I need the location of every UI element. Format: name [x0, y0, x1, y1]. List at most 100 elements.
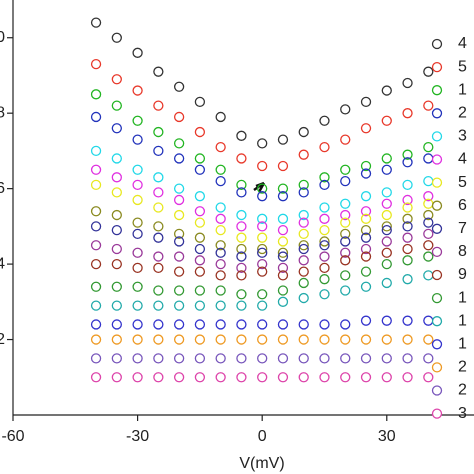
point: [298, 334, 309, 345]
point: [423, 240, 434, 251]
point: [402, 221, 413, 232]
point: [298, 228, 309, 240]
point: [257, 160, 268, 172]
point: [173, 183, 185, 194]
point: [90, 353, 102, 364]
legend-label: 3: [458, 128, 467, 145]
legend-marker: [431, 339, 443, 350]
point: [402, 334, 413, 345]
point: [381, 221, 392, 232]
point: [360, 251, 372, 262]
point: [277, 236, 289, 247]
point: [381, 224, 392, 236]
point: [90, 206, 102, 217]
point: [132, 300, 143, 311]
point: [423, 315, 434, 326]
point: [132, 372, 143, 383]
point: [132, 353, 143, 364]
point: [277, 251, 289, 262]
point: [298, 243, 309, 255]
point: [194, 232, 206, 243]
point: [360, 168, 372, 179]
point: [340, 104, 351, 115]
legend-label: 1: [458, 81, 467, 98]
point: [111, 123, 122, 134]
legend-marker: [431, 61, 443, 73]
point: [298, 187, 309, 198]
point: [381, 334, 392, 345]
point: [90, 179, 102, 191]
point: [319, 179, 330, 191]
point: [277, 353, 289, 364]
point: [257, 213, 268, 224]
point: [153, 300, 164, 311]
point: [423, 217, 434, 228]
point: [215, 372, 226, 383]
point: [173, 209, 185, 221]
point: [90, 258, 102, 270]
point: [236, 209, 247, 221]
point: [236, 221, 247, 232]
point: [111, 258, 122, 270]
point: [173, 319, 185, 330]
point: [215, 270, 226, 281]
point: [257, 183, 268, 194]
point: [319, 236, 330, 247]
point: [132, 85, 143, 96]
point: [402, 202, 413, 213]
point: [381, 153, 392, 164]
legend-label: 2: [458, 382, 467, 399]
point: [423, 175, 434, 187]
legend-marker: [431, 269, 443, 281]
point: [277, 285, 289, 296]
point: [340, 236, 351, 247]
point: [132, 281, 143, 292]
point: [257, 289, 268, 300]
point: [215, 141, 226, 153]
point: [153, 187, 164, 198]
point: [132, 217, 143, 228]
point: [423, 153, 434, 164]
point: [153, 232, 164, 243]
point: [236, 262, 247, 274]
point: [381, 198, 392, 209]
legend-marker: [431, 177, 443, 188]
point: [90, 334, 102, 345]
point: [111, 32, 122, 43]
point: [277, 224, 289, 236]
point: [153, 353, 164, 364]
point: [153, 126, 164, 138]
legend-marker: [431, 131, 443, 142]
point: [423, 141, 434, 153]
point: [215, 334, 226, 345]
point: [340, 198, 351, 209]
point: [90, 89, 102, 100]
point: [173, 300, 185, 311]
point: [153, 262, 164, 274]
point: [194, 206, 206, 217]
point: [111, 281, 122, 292]
point: [236, 251, 247, 262]
point: [257, 247, 268, 258]
point: [298, 240, 309, 251]
legend-marker: [431, 362, 443, 373]
legend-marker: [431, 408, 443, 419]
point: [298, 292, 309, 304]
legend-label: 9: [458, 266, 467, 283]
legend-label: 1: [458, 289, 467, 306]
point: [257, 353, 268, 364]
point: [423, 191, 434, 202]
point: [90, 58, 102, 70]
point: [236, 270, 247, 281]
point: [132, 262, 143, 274]
legend-marker: [431, 108, 443, 119]
point: [298, 217, 309, 228]
point: [423, 100, 434, 111]
point: [90, 281, 102, 292]
point: [360, 96, 372, 108]
point: [194, 300, 206, 311]
point: [90, 164, 102, 175]
point: [319, 334, 330, 345]
point: [298, 372, 309, 383]
point: [194, 153, 206, 164]
